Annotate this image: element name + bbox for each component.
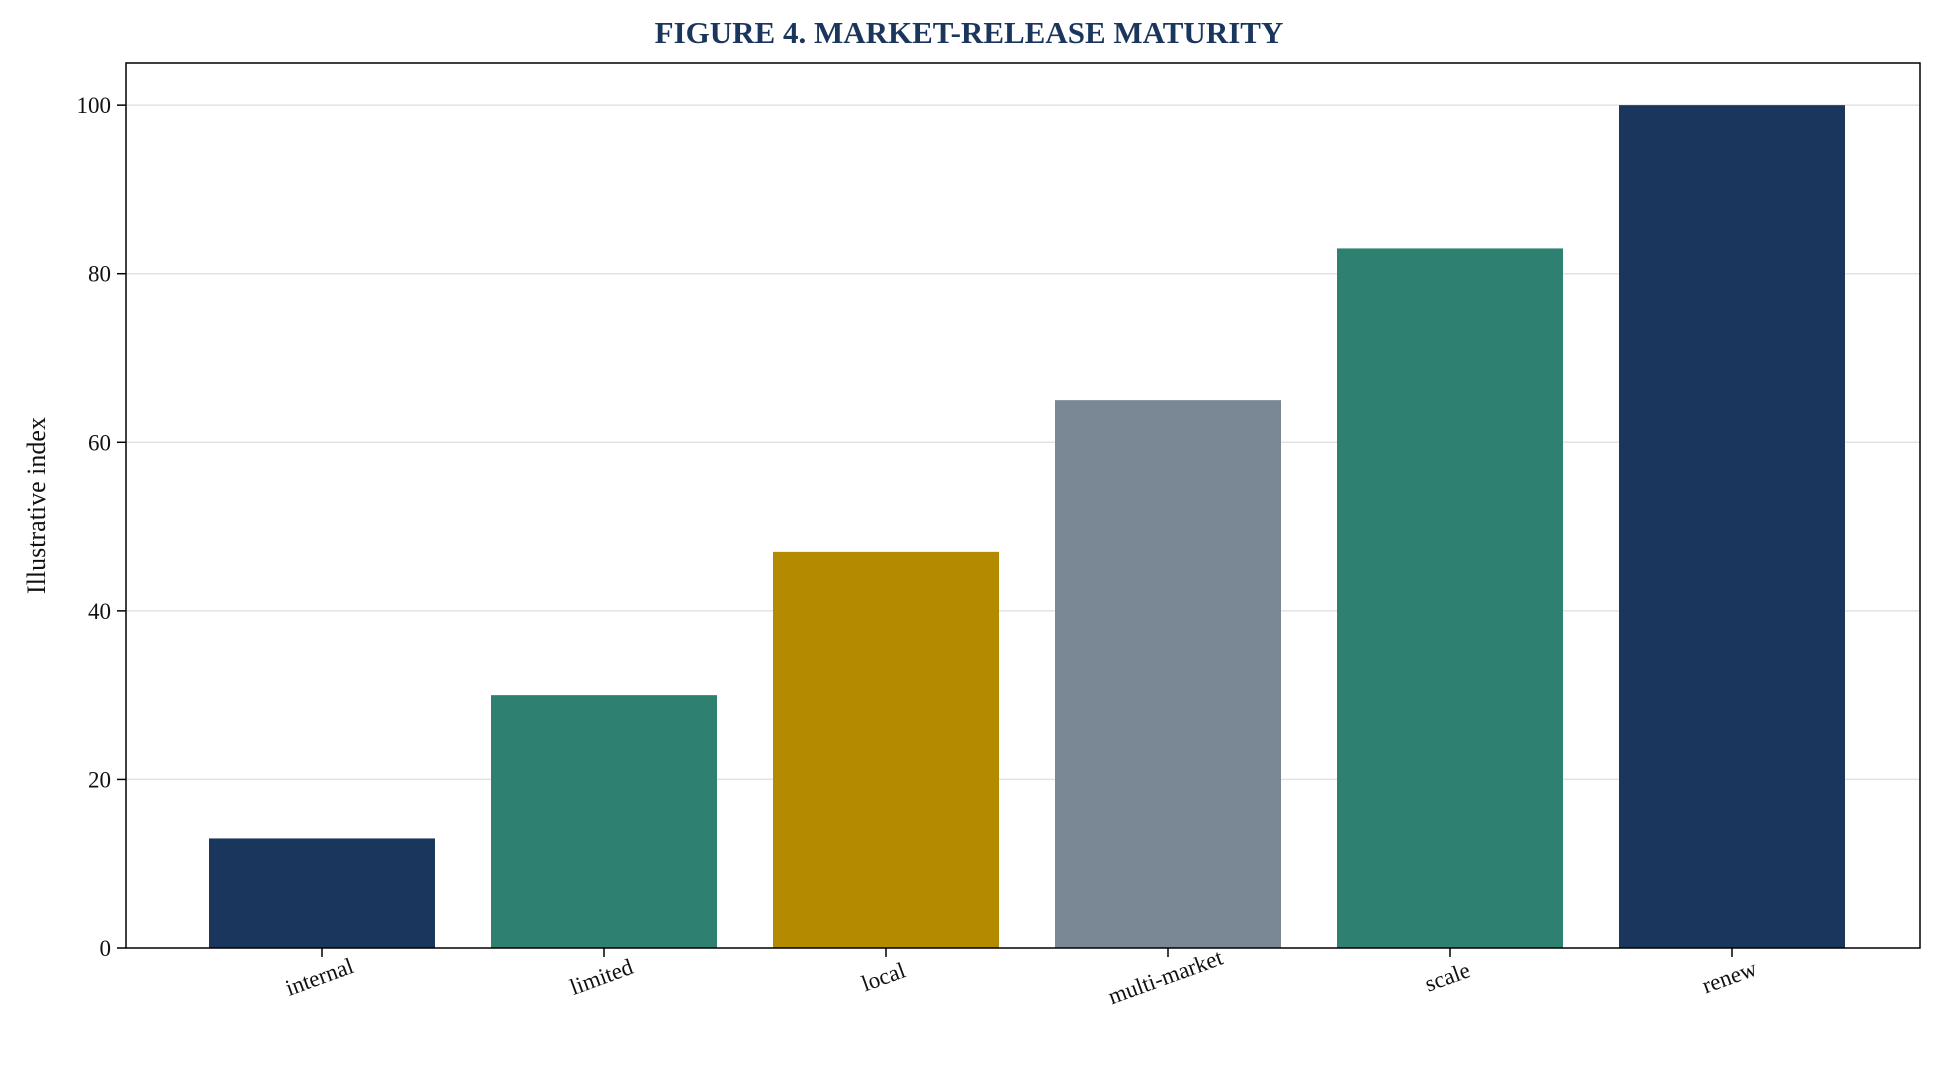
bar-renew xyxy=(1619,105,1845,948)
y-tick-label-20: 20 xyxy=(88,767,111,792)
bar-local xyxy=(773,551,999,948)
x-tick-label-internal: internal xyxy=(282,953,357,1001)
chart-title: FIGURE 4. MARKET-RELEASE MATURITY xyxy=(655,15,1284,50)
bars xyxy=(209,105,1845,949)
x-tick-label-renew: renew xyxy=(1699,955,1761,998)
x-tick-label-scale: scale xyxy=(1422,957,1474,996)
x-tick-label-limited: limited xyxy=(567,954,637,1000)
y-axis-label: Illustrative index xyxy=(22,417,51,594)
bar-scale xyxy=(1337,248,1563,948)
plot-frame xyxy=(125,62,1921,949)
y-tick-label-100: 100 xyxy=(77,93,112,118)
y-tick-label-0: 0 xyxy=(100,936,112,961)
y-axis-ticks: 0 20 40 60 80 100 xyxy=(77,93,126,961)
x-tick-label-multi-market: multi-market xyxy=(1105,944,1227,1009)
y-tick-label-60: 60 xyxy=(88,430,111,455)
y-tick-label-80: 80 xyxy=(88,262,111,287)
x-axis-ticks: internal limited local multi-market scale ren… xyxy=(282,944,1760,1009)
bar-limited xyxy=(491,695,717,948)
bar-internal xyxy=(209,838,435,948)
bar-multi-market xyxy=(1055,400,1281,949)
x-tick-label-local: local xyxy=(858,958,909,997)
y-tick-label-40: 40 xyxy=(88,599,111,624)
